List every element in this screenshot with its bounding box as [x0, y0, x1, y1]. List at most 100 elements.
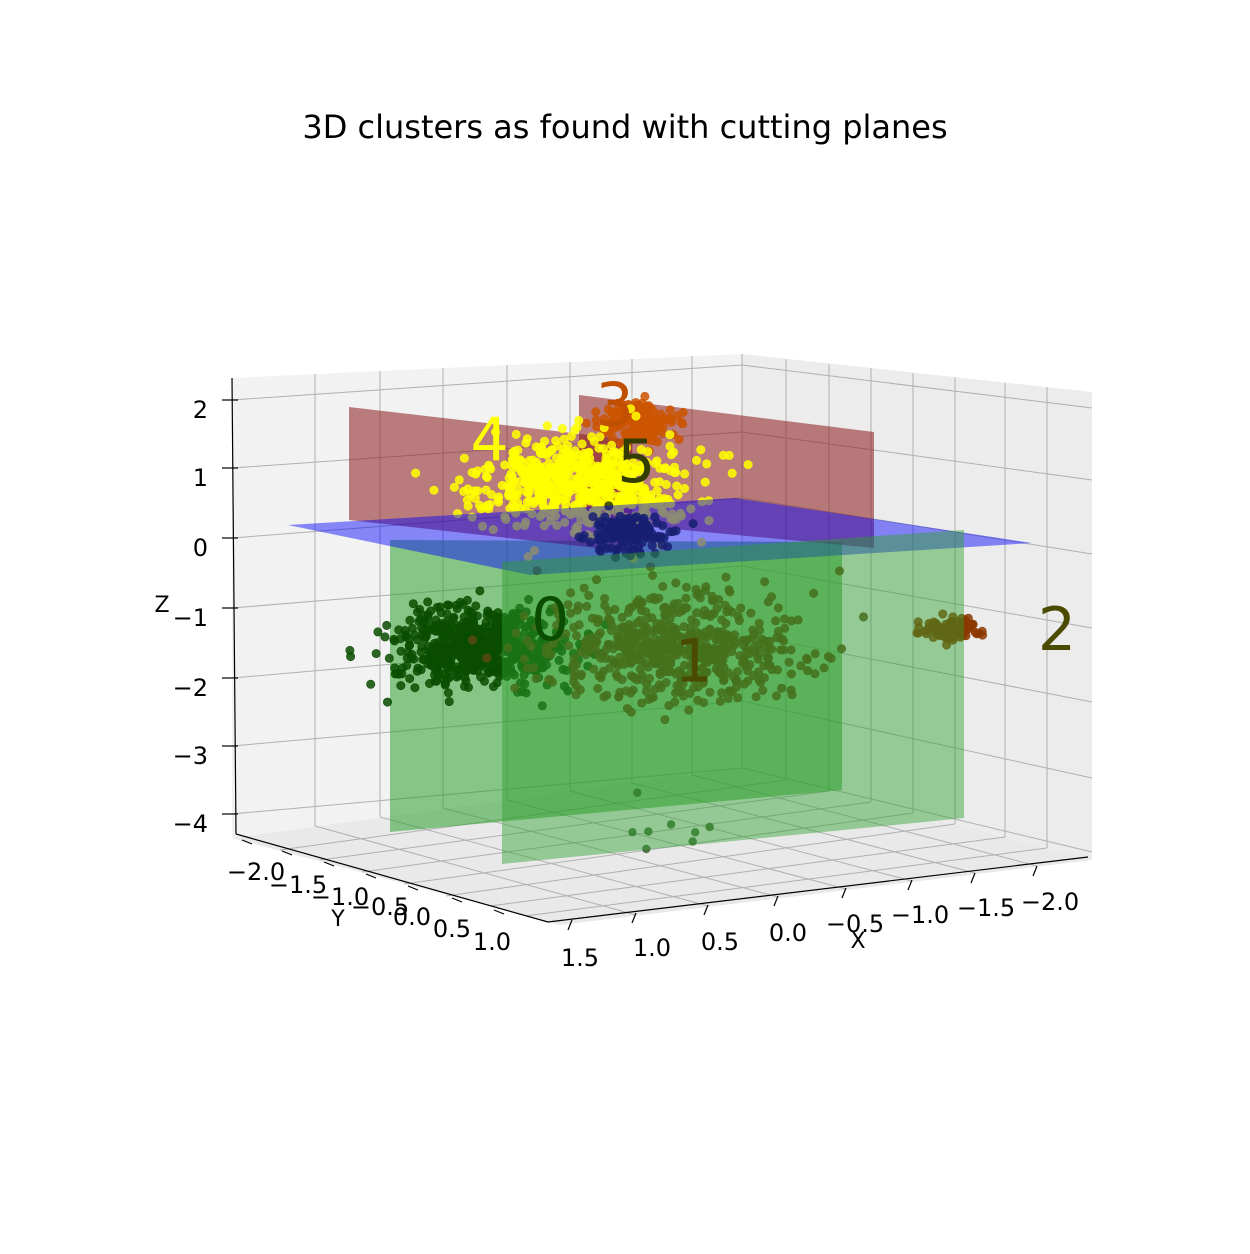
scatter-point-cluster-1	[763, 597, 773, 607]
scatter-point-cluster-1	[776, 633, 786, 643]
scatter-point-cluster-4	[544, 482, 554, 492]
scatter-point-cluster-1	[591, 575, 601, 585]
scatter-point-cluster-1	[503, 643, 513, 653]
scatter-point-cluster-1	[725, 587, 735, 597]
scatter-point-cluster-1	[582, 601, 592, 611]
scatter-point-cluster-1	[748, 670, 758, 680]
scatter-point-cluster-0	[380, 632, 390, 642]
z-tick-label: 1	[193, 464, 208, 492]
scatter-point-cluster-0	[382, 620, 392, 630]
scatter-point-cluster-4	[555, 489, 565, 499]
scatter-point-cluster-1	[819, 663, 829, 673]
scatter-point-cluster-0	[488, 682, 498, 692]
scatter-point-cluster-1	[622, 703, 632, 713]
scatter-point-cluster-1	[751, 692, 761, 702]
z-tick-label: 2	[193, 396, 208, 424]
scatter-point-cluster-0	[423, 597, 433, 607]
scatter-point-cluster-0	[416, 647, 426, 657]
scatter-point-cluster-0	[402, 660, 412, 670]
floor-grid-line	[379, 816, 709, 907]
scatter-point-cluster-1	[787, 690, 797, 700]
scatter-point-cluster-4	[724, 450, 734, 460]
scatter-point-cluster-1	[584, 591, 594, 601]
floor-grid-line	[445, 823, 956, 897]
scatter-point-cluster-1	[731, 676, 741, 686]
scatter-point-cluster-2	[942, 640, 952, 650]
scatter-point-cluster-1	[650, 595, 660, 605]
scatter-point-cluster-0	[469, 619, 479, 629]
scatter-point-cluster-4	[654, 477, 664, 487]
scatter-point-cluster-4	[665, 430, 675, 440]
scatter-point-cluster-1	[546, 650, 556, 660]
scatter-point-cluster-2	[944, 623, 954, 633]
scatter-point-cluster-1	[786, 669, 796, 679]
scatter-point-cluster-1	[649, 684, 659, 694]
scatter-point-cluster-0	[440, 680, 450, 690]
scatter-point-cluster-0	[454, 650, 464, 660]
scatter-point-cluster-4	[574, 415, 584, 425]
scatter-point-cluster-1	[671, 578, 681, 588]
scatter-point-cluster-1	[758, 685, 768, 695]
scatter-point-cluster-1	[651, 643, 661, 653]
scatter-point-cluster-1	[648, 570, 658, 580]
scatter-point-cluster-4	[680, 469, 690, 479]
scatter-point-cluster-4	[601, 449, 611, 459]
scatter-point-cluster-0	[456, 633, 466, 643]
scatter-point-cluster-1	[672, 640, 682, 650]
scatter-point-cluster-1	[722, 607, 732, 617]
scatter-point-cluster-0	[346, 652, 356, 662]
scatter-point-cluster-1	[684, 705, 694, 715]
scatter-point-cluster-1	[642, 613, 652, 623]
scatter-point-cluster-1	[826, 653, 836, 663]
scatter-point-cluster-1	[714, 630, 724, 640]
z-axis-line	[231, 377, 237, 835]
scatter-point-cluster-4	[544, 458, 554, 468]
scatter-point-cluster-0	[460, 672, 470, 682]
scatter-point-cluster-1	[655, 670, 665, 680]
cluster-label-0: 0	[531, 585, 569, 655]
scatter-point-cluster-4	[592, 463, 602, 473]
y-axis-label: Y	[330, 907, 345, 932]
scatter-point-cluster-4	[513, 445, 523, 455]
scatter-point-cluster-1	[780, 614, 790, 624]
scatter-point-cluster-1	[643, 662, 653, 672]
scatter-point-cluster-0	[430, 676, 440, 686]
z-tick-label: 0	[193, 534, 208, 562]
floor-grid-line	[442, 807, 779, 898]
scatter-point-cluster-1	[511, 628, 521, 638]
floor-grid-line	[361, 801, 872, 873]
scatter-point-cluster-4	[655, 493, 665, 503]
cluster-label-5: 5	[617, 427, 655, 497]
scatter-point-cluster-1	[670, 688, 680, 698]
scatter-point-cluster-1	[547, 677, 557, 687]
scatter-point-cluster-0	[503, 618, 513, 628]
scatter-point-cluster-1	[630, 631, 640, 641]
scatter-point-cluster-1	[550, 602, 560, 612]
scatter-point-cluster-0	[506, 656, 516, 666]
y-tick-label: 0.5	[433, 915, 471, 943]
scatter-point-cluster-0	[408, 599, 418, 609]
x-tick-label: 1.0	[633, 934, 671, 962]
scatter-point-cluster-4	[411, 468, 421, 478]
scatter-point-cluster-4	[454, 475, 464, 485]
scatter-point-cluster-3	[640, 391, 650, 401]
scatter-point-cluster-1	[572, 605, 582, 615]
scatter-point-cluster-0	[554, 655, 564, 665]
scatter-point-cluster-1	[613, 661, 623, 671]
scatter-point-cluster-0	[418, 654, 428, 664]
scatter-point-cluster-1	[526, 641, 536, 651]
scatter-point-cluster-1	[564, 641, 574, 651]
scatter-point-cluster-0	[439, 644, 449, 654]
scatter-point-cluster-1	[590, 643, 600, 653]
y-tick-label: 1.0	[473, 928, 511, 956]
scatter-point-cluster-0	[456, 663, 466, 673]
scatter-point-cluster-1	[529, 663, 539, 673]
scatter-point-cluster-4	[679, 483, 689, 493]
scatter-point-cluster-4	[459, 453, 469, 463]
scatter-point-cluster-1	[719, 674, 729, 684]
scatter-point-cluster-4	[702, 459, 712, 469]
scatter-point-cluster-4	[727, 468, 737, 478]
scatter-point-cluster-0	[412, 635, 422, 645]
scatter-point-cluster-1	[575, 685, 585, 695]
